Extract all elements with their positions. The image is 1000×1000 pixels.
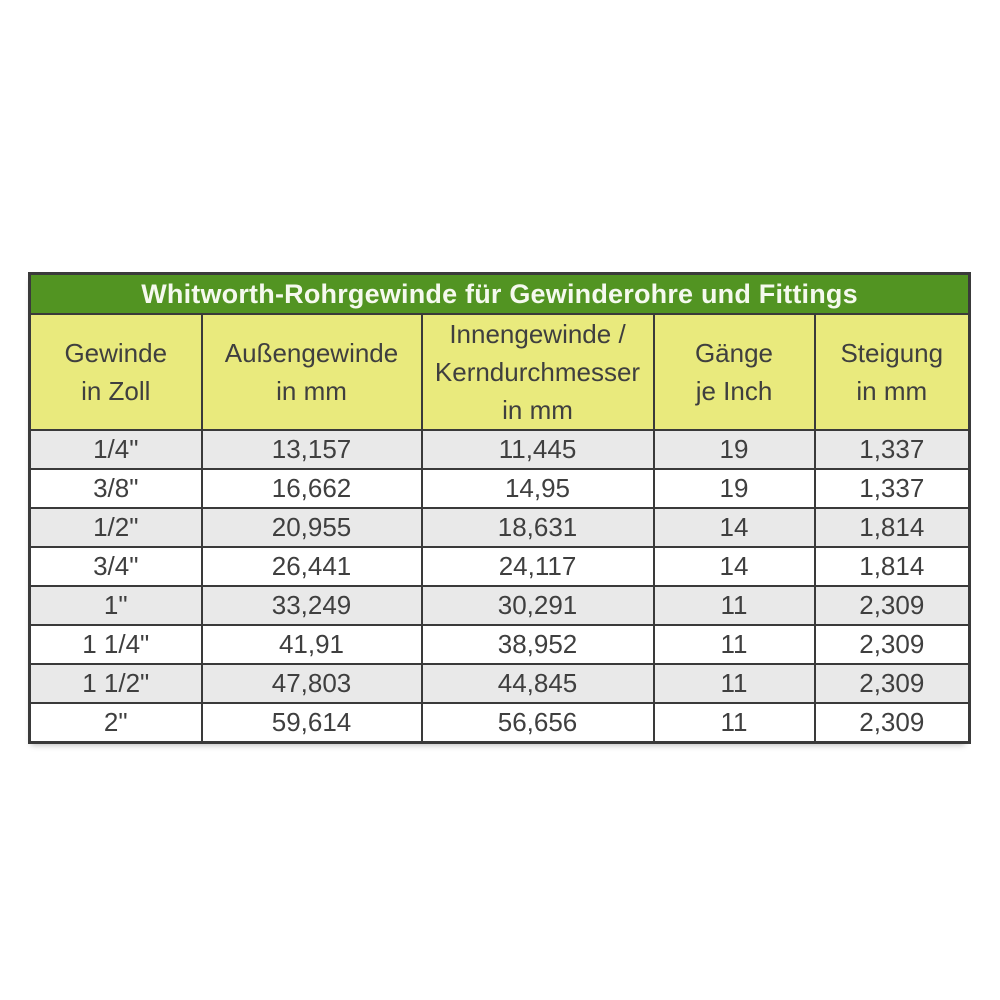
table-row: 1 1/2" 47,803 44,845 11 2,309 <box>28 663 971 704</box>
cell-pitch: 1,337 <box>813 429 971 470</box>
column-header-aussengewinde-mm: Außengewinde in mm <box>200 313 423 431</box>
cell-pitch: 2,309 <box>813 663 971 704</box>
cell-outer-diameter: 41,91 <box>200 624 423 665</box>
cell-thread-size: 1/4" <box>28 429 203 470</box>
table-title: Whitworth-Rohrgewinde für Gewinderohre u… <box>28 272 971 315</box>
column-header-gewinde-in-zoll: Gewinde in Zoll <box>28 313 203 431</box>
cell-outer-diameter: 13,157 <box>200 429 423 470</box>
cell-threads-per-inch: 11 <box>652 702 816 744</box>
cell-thread-size: 3/4" <box>28 546 203 587</box>
cell-threads-per-inch: 14 <box>652 546 816 587</box>
cell-thread-size: 1 1/4" <box>28 624 203 665</box>
cell-threads-per-inch: 11 <box>652 585 816 626</box>
whitworth-thread-table: Whitworth-Rohrgewinde für Gewinderohre u… <box>28 272 972 744</box>
cell-outer-diameter: 20,955 <box>200 507 423 548</box>
cell-threads-per-inch: 14 <box>652 507 816 548</box>
cell-core-diameter: 44,845 <box>420 663 655 704</box>
cell-threads-per-inch: 11 <box>652 663 816 704</box>
thread-dimensions-table: Whitworth-Rohrgewinde für Gewinderohre u… <box>28 272 972 744</box>
cell-threads-per-inch: 11 <box>652 624 816 665</box>
table-row: 1/4" 13,157 11,445 19 1,337 <box>28 429 971 470</box>
cell-pitch: 2,309 <box>813 702 971 744</box>
cell-threads-per-inch: 19 <box>652 468 816 509</box>
cell-core-diameter: 14,95 <box>420 468 655 509</box>
cell-outer-diameter: 33,249 <box>200 585 423 626</box>
cell-core-diameter: 18,631 <box>420 507 655 548</box>
table-header-row: Gewinde in Zoll Außengewinde in mm Innen… <box>28 313 971 431</box>
cell-core-diameter: 30,291 <box>420 585 655 626</box>
column-header-gaenge-je-inch: Gänge je Inch <box>652 313 816 431</box>
cell-outer-diameter: 47,803 <box>200 663 423 704</box>
cell-thread-size: 1/2" <box>28 507 203 548</box>
table-row: 3/4" 26,441 24,117 14 1,814 <box>28 546 971 587</box>
table-row: 1/2" 20,955 18,631 14 1,814 <box>28 507 971 548</box>
cell-pitch: 2,309 <box>813 624 971 665</box>
table-row: 1 1/4" 41,91 38,952 11 2,309 <box>28 624 971 665</box>
cell-pitch: 2,309 <box>813 585 971 626</box>
cell-thread-size: 3/8" <box>28 468 203 509</box>
cell-thread-size: 1" <box>28 585 203 626</box>
cell-core-diameter: 24,117 <box>420 546 655 587</box>
cell-core-diameter: 38,952 <box>420 624 655 665</box>
cell-thread-size: 2" <box>28 702 203 744</box>
column-header-steigung-mm: Steigung in mm <box>813 313 971 431</box>
table-title-row: Whitworth-Rohrgewinde für Gewinderohre u… <box>28 272 971 315</box>
cell-core-diameter: 56,656 <box>420 702 655 744</box>
table-row: 1" 33,249 30,291 11 2,309 <box>28 585 971 626</box>
cell-threads-per-inch: 19 <box>652 429 816 470</box>
table-row: 2" 59,614 56,656 11 2,309 <box>28 702 971 744</box>
cell-thread-size: 1 1/2" <box>28 663 203 704</box>
table-row: 3/8" 16,662 14,95 19 1,337 <box>28 468 971 509</box>
cell-outer-diameter: 16,662 <box>200 468 423 509</box>
cell-outer-diameter: 26,441 <box>200 546 423 587</box>
cell-pitch: 1,814 <box>813 546 971 587</box>
cell-pitch: 1,337 <box>813 468 971 509</box>
cell-core-diameter: 11,445 <box>420 429 655 470</box>
cell-outer-diameter: 59,614 <box>200 702 423 744</box>
column-header-innengewinde-kerndurchmesser-mm: Innengewinde / Kerndurchmesser in mm <box>420 313 655 431</box>
cell-pitch: 1,814 <box>813 507 971 548</box>
